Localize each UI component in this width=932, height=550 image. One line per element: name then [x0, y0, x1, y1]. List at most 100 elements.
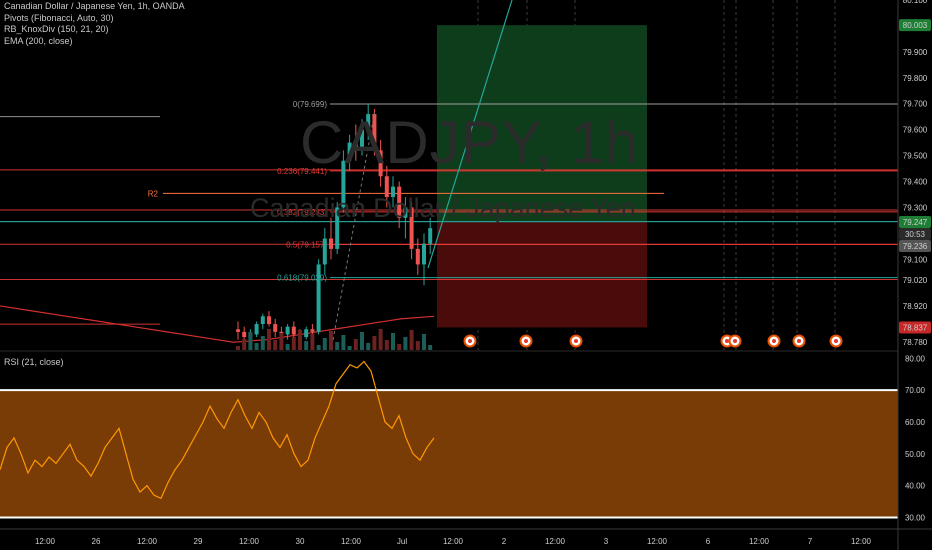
volume-bar	[366, 343, 371, 350]
price-tick-label: 79.700	[903, 100, 928, 109]
event-marker-dot	[524, 339, 528, 343]
symbol-title[interactable]: Canadian Dollar / Japanese Yen, 1h, OAND…	[4, 1, 185, 11]
price-tick-label: 30:53	[905, 230, 926, 239]
candle-body	[341, 160, 346, 208]
price-tick-label: 78.920	[903, 302, 928, 311]
volume-bar	[403, 337, 408, 350]
candle-body	[372, 114, 377, 151]
volume-bar	[254, 343, 259, 350]
fib-level-label: 0.236(79.441)	[277, 167, 327, 176]
price-label-tag	[899, 216, 931, 228]
chart-legend: Canadian Dollar / Japanese Yen, 1h, OAND…	[4, 1, 185, 47]
volume-bar	[267, 329, 271, 350]
event-marker-dot	[468, 339, 472, 343]
time-tick-label: 12:00	[647, 537, 668, 546]
candle-body	[391, 186, 395, 198]
candle-body	[384, 176, 389, 198]
time-tick-label: 12:00	[341, 537, 362, 546]
event-marker-dot	[733, 339, 737, 343]
ema-line	[0, 305, 435, 343]
volume-bar	[273, 340, 278, 350]
rsi-tick-label: 70.00	[905, 386, 926, 395]
volume-bar	[285, 344, 290, 350]
candle-body	[329, 238, 333, 249]
candle-body	[347, 142, 352, 161]
time-tick-label: 2	[502, 537, 507, 546]
time-tick-label: Jul	[397, 537, 407, 546]
fib-level-label: 0.5(79.157)	[286, 240, 327, 249]
event-marker-dot	[574, 339, 578, 343]
event-marker-dot	[725, 339, 729, 343]
rsi-legend[interactable]: RSI (21, close)	[4, 357, 64, 367]
candle-body	[273, 324, 278, 332]
price-label-tag	[899, 228, 931, 240]
candle-body	[316, 264, 321, 332]
volume-bar	[341, 335, 346, 350]
rsi-line	[0, 360, 435, 500]
volume-bar	[378, 329, 383, 350]
candle-body	[236, 329, 240, 332]
price-tick-label: 79.800	[903, 74, 928, 83]
candle-body	[422, 243, 426, 265]
price-axis	[898, 0, 932, 550]
candle-body	[291, 326, 296, 335]
price-tick-label: 80.003	[903, 21, 928, 30]
indicator-pivots[interactable]: Pivots (Fibonacci, Auto, 30)	[4, 12, 114, 23]
time-tick-label: 12:00	[239, 537, 260, 546]
volume-bar	[242, 339, 247, 350]
volume-bar	[409, 330, 414, 350]
volume-bar	[360, 332, 364, 350]
price-tick-label: 79.400	[903, 177, 928, 186]
price-tick-label: 79.300	[903, 203, 928, 212]
candle-body	[310, 329, 315, 332]
time-tick-label: 29	[194, 537, 203, 546]
time-tick-label: 12:00	[35, 537, 56, 546]
price-tick-label: 79.100	[903, 255, 928, 264]
candle-body	[254, 324, 259, 335]
price-label-tag	[899, 321, 931, 334]
time-tick-label: 7	[808, 537, 813, 546]
time-tick-label: 12:00	[545, 537, 566, 546]
candle-body	[397, 186, 402, 218]
rsi-tick-label: 30.00	[905, 513, 926, 522]
projection-line	[427, 0, 513, 269]
price-label-tag	[899, 19, 931, 32]
fib-level-label: 0.382(79.283)	[277, 208, 327, 217]
price-tick-label: 79.600	[903, 126, 928, 135]
price-tick-label: 78.837	[903, 323, 928, 332]
candle-body	[415, 248, 420, 265]
volume-bar	[329, 331, 333, 350]
time-tick-label: 6	[706, 537, 711, 546]
chart-watermark-subtitle: Canadian Dollar / Japanese Yen	[250, 193, 636, 223]
candle-body	[335, 207, 340, 249]
fib-level-label: 0(79.699)	[293, 100, 328, 109]
rsi-tick-label: 80.00	[905, 354, 926, 363]
volume-bar	[248, 332, 253, 350]
volume-bar	[291, 337, 296, 350]
dashed-trend-line	[332, 109, 376, 341]
candle-body	[353, 142, 358, 151]
time-tick-label: 26	[92, 537, 101, 546]
volume-bar	[316, 345, 321, 350]
time-tick-label: 12:00	[851, 537, 872, 546]
candle-body	[304, 329, 309, 338]
candle-body	[322, 238, 327, 265]
indicator-ema[interactable]: EMA (200, close)	[4, 35, 73, 46]
volume-bar	[422, 334, 426, 350]
candle-body	[285, 326, 290, 335]
price-tick-label: 79.247	[903, 218, 928, 227]
volume-bar	[415, 341, 420, 350]
price-tick-label: 79.236	[903, 242, 928, 251]
volume-bar	[397, 344, 402, 350]
volume-bar	[260, 336, 265, 350]
price-tick-label: 80.100	[903, 0, 928, 5]
volume-bar	[304, 341, 309, 350]
volume-bar	[384, 340, 389, 350]
candle-body	[260, 316, 265, 325]
volume-bar	[236, 346, 240, 350]
rsi-tick-label: 50.00	[905, 450, 926, 459]
indicator-knoxdiv[interactable]: RB_KnoxDiv (150, 21, 20)	[4, 24, 109, 34]
candle-body	[242, 331, 247, 338]
candle-body	[360, 129, 364, 151]
